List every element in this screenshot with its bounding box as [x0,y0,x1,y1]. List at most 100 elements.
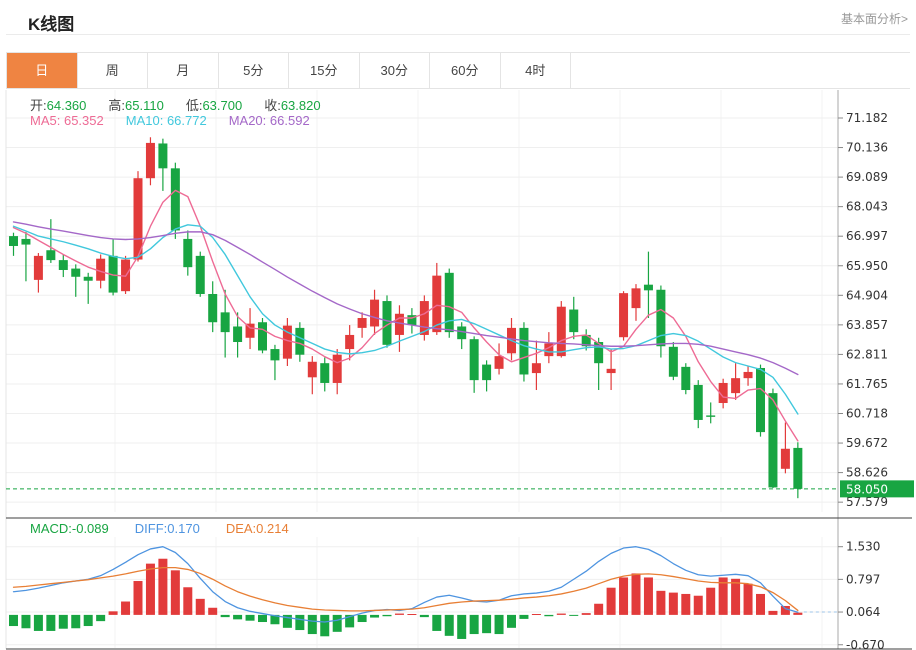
tab-week[interactable]: 周 [77,53,148,88]
candle-body [731,378,741,394]
candle-up [743,366,753,386]
candle-body [282,325,292,359]
candle-body [544,343,554,357]
tab-30min[interactable]: 30分 [359,53,430,88]
macd-bar-positive [145,563,155,615]
macd-bar-positive [407,614,417,616]
axis-tick-label: -0.670 [846,638,885,650]
candle-down [83,272,93,304]
macd-bar-negative [419,614,429,618]
candle-down [258,318,267,354]
macd-bar-negative [58,614,68,629]
candle-body [270,349,280,361]
candle-up [133,171,143,262]
macd-bar-positive [780,605,790,615]
candle-body [233,326,243,343]
candle-body [706,415,716,417]
candle-down [756,364,765,437]
tab-60min[interactable]: 60分 [430,53,501,88]
candle-up [432,262,442,335]
macd-bar-negative [544,614,554,617]
candle-down [208,281,218,333]
macd-bar-negative [382,614,392,617]
macd-bar-positive [108,611,118,615]
candle-down [170,162,180,239]
macd-bar-negative [345,614,355,628]
candle-up [332,349,342,395]
candle-body [531,363,541,374]
ma5-legend: MA5: 65.352 [30,113,104,128]
candle-body [444,272,454,333]
candle-body [482,364,492,381]
tab-day[interactable]: 日 [7,53,78,88]
macd-bar-positive [195,598,205,615]
candle-down [668,342,678,381]
macd-bar-negative [270,614,280,625]
candle-up [33,253,43,293]
macd-bar-positive [594,603,604,615]
macd-histogram [9,558,803,639]
ma20-legend: MA20: 66.592 [228,113,310,128]
candle-body [457,326,467,340]
candle-body [9,236,18,246]
macd-bar-negative [494,614,504,635]
macd-bar-positive [643,577,653,615]
candle-body [133,178,143,260]
macd-bar-negative [33,614,43,631]
candle-body [419,301,429,335]
ma20-line [12,221,799,376]
candle-body [756,367,765,433]
axis-tick-label: 0.064 [846,605,880,619]
macd-bar-negative [482,614,492,634]
candle-body [718,382,728,404]
tab-month[interactable]: 月 [148,53,219,88]
macd-bar-positive [619,577,629,615]
macd-bar-negative [220,614,230,618]
candle-up [780,422,790,474]
candle-down [295,322,305,362]
candle-body [83,276,93,281]
tab-15min[interactable]: 15分 [289,53,360,88]
macd-bar-negative [295,614,305,631]
tab-4hour[interactable]: 4时 [500,53,571,88]
candle-body [643,284,653,291]
candle-body [320,363,330,383]
candle-up [419,295,429,341]
macd-bar-negative [258,614,267,623]
macd-bar-positive [208,607,218,615]
candle-down [270,344,280,381]
candle-body [780,448,790,469]
macd-bar-negative [569,614,579,616]
candle-body [158,143,168,169]
axis-tick-label: 71.182 [846,111,888,125]
axis-tick-label: 1.530 [846,540,880,554]
gridlines [6,90,838,648]
candle-body [195,255,205,294]
macd-bar-positive [743,583,753,615]
ma10-line [12,224,799,415]
candle-body [183,238,193,268]
macd-bar-negative [332,614,342,632]
ohlc-legend: 开:64.360 高:65.110 低:63.700 收:63.820 [30,95,321,114]
candle-down [482,360,492,392]
axis-tick-label: 69.089 [846,170,888,184]
candle-up [619,291,629,341]
diff-line [12,546,799,623]
macd-bar-positive [170,570,180,615]
candle-down [158,138,168,191]
candle-down [9,232,18,256]
macd-value: MACD:-0.089 [30,521,109,536]
macd-bar-negative [282,614,292,628]
macd-bar-positive [656,590,666,615]
macd-bar-positive [556,613,566,615]
candle-up [282,318,292,367]
candle-up [145,137,155,186]
candle-body [382,301,392,345]
fundamental-analysis-link[interactable]: 基本面分析> [840,12,908,26]
candle-body [768,393,778,488]
candle-down [469,336,479,393]
candle-down [793,442,803,499]
candle-down [71,264,81,297]
tab-5min[interactable]: 5分 [218,53,289,88]
